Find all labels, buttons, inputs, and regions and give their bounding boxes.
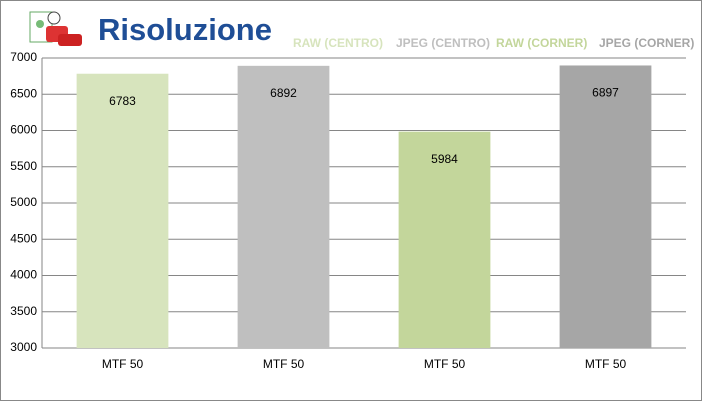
y-tick-label: 4500 bbox=[10, 231, 37, 245]
y-tick-label: 3500 bbox=[10, 304, 37, 318]
data-label: 6783 bbox=[109, 94, 136, 108]
y-tick-label: 3000 bbox=[10, 340, 37, 354]
x-tick-label: MTF 50 bbox=[424, 357, 466, 371]
bar bbox=[559, 65, 652, 348]
x-tick-label: MTF 50 bbox=[263, 357, 305, 371]
legend-label: JPEG (CORNER) bbox=[599, 36, 694, 50]
x-tick-label: MTF 50 bbox=[585, 357, 627, 371]
y-tick-label: 6500 bbox=[10, 86, 37, 100]
bar bbox=[237, 65, 330, 348]
legend-label: RAW (CENTRO) bbox=[293, 36, 383, 50]
bar bbox=[76, 73, 169, 349]
data-label: 5984 bbox=[431, 152, 458, 166]
y-tick-label: 6000 bbox=[10, 123, 37, 137]
chart-title: Risoluzione bbox=[98, 12, 272, 47]
data-label: 6892 bbox=[270, 86, 297, 100]
y-tick-label: 4000 bbox=[10, 268, 37, 282]
legend-label: JPEG (CENTRO) bbox=[396, 36, 490, 50]
bar bbox=[398, 131, 491, 348]
y-tick-label: 5000 bbox=[10, 195, 37, 209]
logo-icon bbox=[29, 11, 82, 46]
legend-label: RAW (CORNER) bbox=[496, 36, 587, 50]
y-tick-label: 5500 bbox=[10, 159, 37, 173]
y-tick-label: 7000 bbox=[10, 50, 37, 64]
data-label: 6897 bbox=[592, 86, 619, 100]
x-tick-label: MTF 50 bbox=[102, 357, 144, 371]
